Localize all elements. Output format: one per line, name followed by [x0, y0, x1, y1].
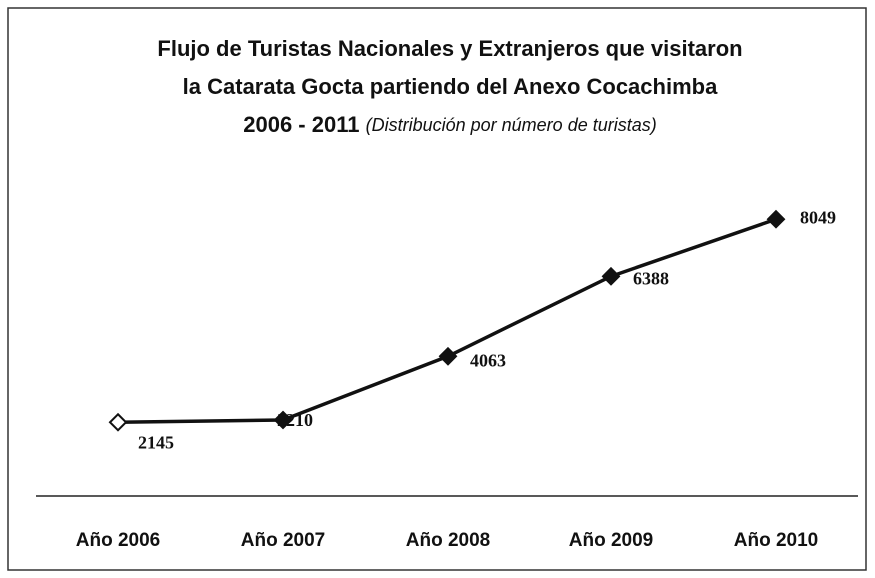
data-label: 6388	[633, 268, 669, 288]
x-tick-label: Año 2007	[241, 530, 325, 551]
x-tick-label: Año 2009	[569, 530, 653, 551]
chart-subtitle: (Distribución por número de turistas)	[366, 115, 657, 135]
marker	[766, 209, 786, 229]
data-label: 4063	[470, 350, 506, 370]
chart-title: Flujo de Turistas Nacionales y Extranjer…	[157, 36, 742, 61]
chart-title: la Catarata Gocta partiendo del Anexo Co…	[183, 74, 718, 99]
marker	[273, 410, 293, 430]
marker	[108, 412, 128, 432]
data-label: 2145	[138, 432, 174, 452]
x-tick-label: Año 2006	[76, 530, 160, 551]
marker	[438, 346, 458, 366]
data-label: 2210	[277, 410, 313, 430]
marker	[601, 266, 621, 286]
chart-title: 2006 - 2011	[243, 112, 359, 137]
chart-frame	[7, 7, 867, 571]
data-label: 8049	[800, 207, 836, 227]
x-tick-label: Año 2008	[406, 530, 490, 551]
chart-title-line: 2006 - 2011 (Distribución por número de …	[243, 112, 656, 137]
x-tick-label: Año 2010	[734, 530, 818, 551]
